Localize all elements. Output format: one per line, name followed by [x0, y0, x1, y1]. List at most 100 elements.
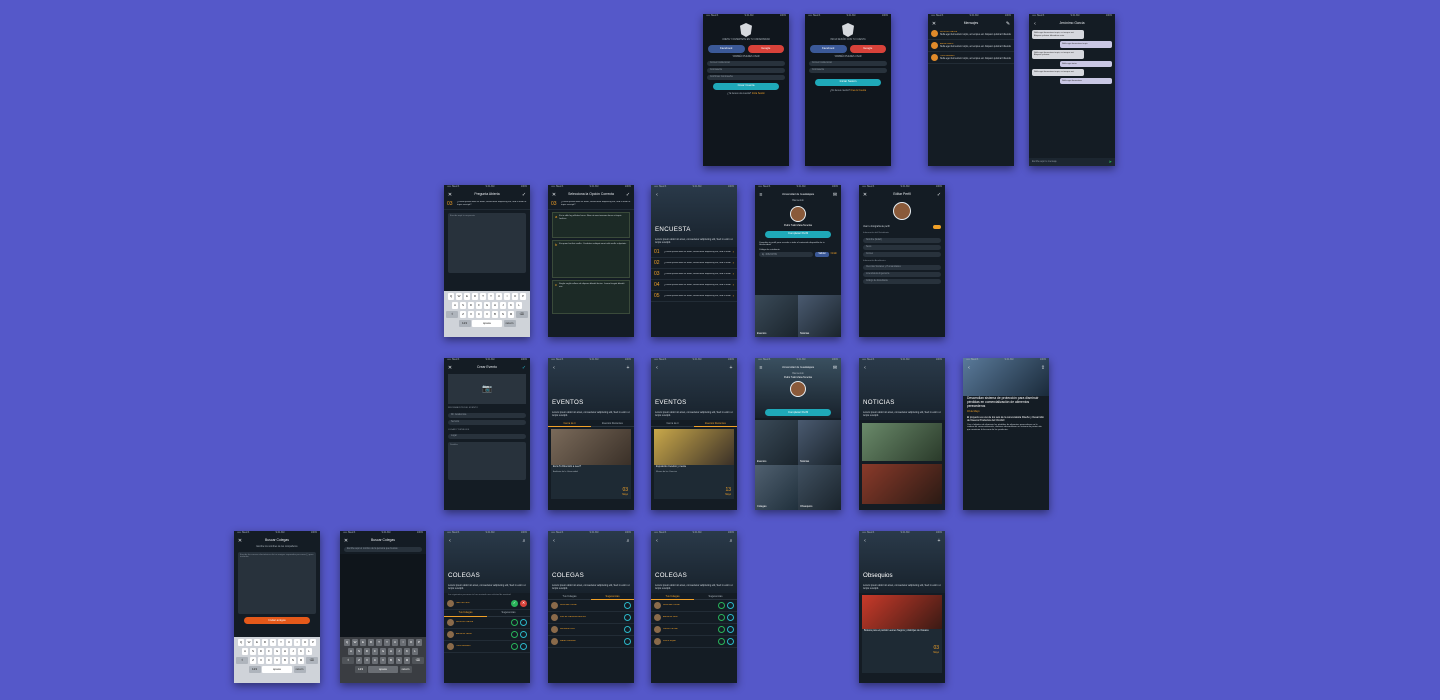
news-tile[interactable]: Noticias: [798, 420, 841, 465]
colleague-row[interactable]: Elena de Leon: [651, 612, 737, 624]
back-icon[interactable]: ‹: [656, 191, 658, 198]
close-icon[interactable]: ✕: [931, 20, 937, 27]
search-icon[interactable]: ⌕: [626, 537, 630, 544]
key[interactable]: Q: [237, 639, 245, 646]
check-icon[interactable]: ✓: [625, 191, 631, 198]
events-tile[interactable]: Eventos: [755, 420, 798, 465]
key[interactable]: N: [289, 657, 297, 664]
message-icon[interactable]: [511, 630, 518, 638]
gifts-tile[interactable]: Obsequios: [798, 465, 841, 510]
key[interactable]: G: [483, 302, 491, 309]
check-icon[interactable]: ✓: [936, 191, 942, 198]
back-icon[interactable]: ‹: [656, 537, 658, 544]
category-select[interactable]: Dir. Académica: [448, 412, 526, 418]
event-card[interactable]: Es la Tu Dirección a Leer? Auditorio de …: [551, 429, 631, 499]
add-user-icon[interactable]: [624, 626, 631, 633]
key[interactable]: J: [395, 648, 403, 655]
back-icon[interactable]: ‹: [449, 537, 451, 544]
key[interactable]: V: [273, 657, 281, 664]
option-b[interactable]: b Ex quam facilisis mollis. Curabitur vol…: [552, 240, 630, 278]
student-code-input[interactable]: Ej. 305234789: [759, 252, 814, 258]
key[interactable]: S: [249, 648, 257, 655]
check-icon[interactable]: ✓: [521, 191, 527, 198]
back-icon[interactable]: ‹: [864, 364, 866, 371]
student-code-field[interactable]: Código de Estudiante: [863, 279, 941, 285]
back-icon[interactable]: ‹: [968, 364, 970, 371]
profile-icon[interactable]: [520, 618, 527, 626]
key[interactable]: R: [261, 639, 269, 646]
key[interactable]: G: [273, 648, 281, 655]
close-icon[interactable]: ✕: [237, 537, 243, 544]
colleague-row[interactable]: Carlos Hernán: [651, 624, 737, 636]
key[interactable]: Z: [355, 657, 363, 664]
key[interactable]: W: [245, 639, 253, 646]
tab-your-colleagues[interactable]: Tus Colegas: [548, 593, 591, 600]
key[interactable]: K: [507, 302, 515, 309]
message-icon[interactable]: [511, 642, 518, 650]
message-icon[interactable]: [718, 638, 725, 645]
complete-profile-button[interactable]: Completar Perfil: [765, 230, 831, 238]
profile-icon[interactable]: [727, 614, 734, 621]
key[interactable]: H: [387, 648, 395, 655]
key[interactable]: F: [265, 648, 273, 655]
thread-row[interactable]: Tonio Arellano Nulla eget fermentum turpi…: [928, 52, 1014, 64]
back-icon[interactable]: ‹: [864, 537, 866, 544]
tab-recent[interactable]: Eventos Recientes: [591, 420, 634, 427]
search-icon[interactable]: ⌕: [729, 537, 733, 544]
key[interactable]: E: [253, 639, 261, 646]
shift-key[interactable]: ⇧: [342, 657, 355, 664]
key[interactable]: I: [293, 639, 301, 646]
type-select[interactable]: Servicio: [448, 419, 526, 425]
return-key[interactable]: return: [503, 320, 516, 327]
key[interactable]: J: [499, 302, 507, 309]
key[interactable]: F: [475, 302, 483, 309]
key[interactable]: B: [387, 657, 395, 664]
key[interactable]: R: [471, 293, 479, 300]
space-key[interactable]: space: [262, 666, 292, 673]
key[interactable]: K: [403, 648, 411, 655]
key[interactable]: Z: [459, 311, 467, 318]
colleague-row[interactable]: Mateo Cardoso: [548, 636, 634, 648]
key[interactable]: M: [297, 657, 305, 664]
key[interactable]: U: [285, 639, 293, 646]
search-input[interactable]: Escribe aquí el nombre de la persona que…: [344, 547, 422, 552]
return-key[interactable]: return: [293, 666, 306, 673]
faculty-select[interactable]: Ciencias Sociales y Humanidades: [863, 265, 941, 271]
add-icon[interactable]: +: [729, 364, 733, 371]
numbers-key[interactable]: 123: [248, 666, 261, 673]
colleague-row[interactable]: Jeremías Hunter: [548, 600, 634, 612]
add-user-icon[interactable]: [624, 638, 631, 645]
news-image[interactable]: [862, 423, 942, 461]
key[interactable]: D: [363, 648, 371, 655]
colleague-row[interactable]: Jeremías Hunter: [651, 600, 737, 612]
key[interactable]: P: [309, 639, 317, 646]
space-key[interactable]: space: [472, 320, 502, 327]
confirm-password-field[interactable]: Confirmar Contraseña: [707, 74, 785, 80]
invite-friends-button[interactable]: Invitar amigos: [244, 616, 310, 624]
key[interactable]: Y: [383, 639, 391, 646]
key[interactable]: A: [451, 302, 459, 309]
key[interactable]: O: [407, 639, 415, 646]
check-icon[interactable]: ✓: [521, 364, 527, 371]
thread-row[interactable]: Jerónimo García Nulla eget fermentum turp…: [928, 28, 1014, 40]
key[interactable]: B: [281, 657, 289, 664]
profile-icon[interactable]: [727, 638, 734, 645]
key[interactable]: X: [467, 311, 475, 318]
password-field[interactable]: Contraseña: [707, 67, 785, 73]
key[interactable]: I: [503, 293, 511, 300]
survey-question[interactable]: 01 ¿Lorem ipsum dolor sit amet, consectet…: [651, 247, 737, 258]
menu-icon[interactable]: ≡: [759, 191, 763, 198]
delete-key[interactable]: ⌫: [515, 311, 528, 318]
reject-icon[interactable]: ✕: [520, 599, 527, 607]
colleague-row[interactable]: Elena de Jesús: [444, 629, 530, 641]
key[interactable]: U: [495, 293, 503, 300]
key[interactable]: A: [347, 648, 355, 655]
sex-field[interactable]: Sexo: [863, 244, 941, 250]
survey-question[interactable]: 03 ¿Lorem ipsum dolor sit amet, consectet…: [651, 269, 737, 280]
key[interactable]: O: [511, 293, 519, 300]
profile-icon[interactable]: [520, 630, 527, 638]
key[interactable]: G: [379, 648, 387, 655]
compose-icon[interactable]: ✎: [1005, 20, 1011, 27]
validate-button[interactable]: Validar: [815, 252, 829, 258]
news-tile[interactable]: Noticias: [798, 295, 841, 337]
